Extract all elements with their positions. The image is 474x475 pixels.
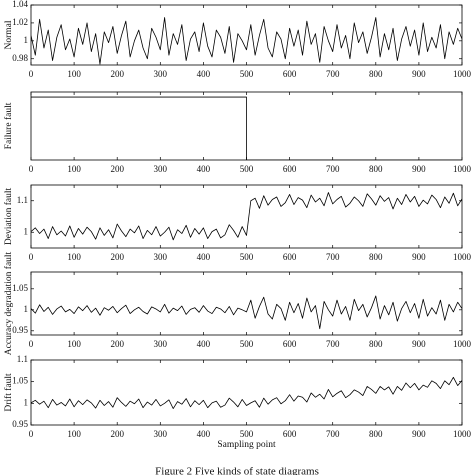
x-tick-label: 500 <box>240 339 254 349</box>
x-tick-label: 700 <box>326 252 340 262</box>
x-tick-label: 500 <box>240 69 254 79</box>
x-tick-label: 900 <box>412 69 426 79</box>
x-tick-label: 500 <box>240 164 254 174</box>
y-axis-label: Normal <box>4 20 14 49</box>
plot-area <box>31 17 462 65</box>
y-tick-label: 1 <box>24 304 29 314</box>
x-tick-label: 300 <box>154 164 168 174</box>
x-tick-label: 100 <box>67 69 81 79</box>
x-tick-label: 100 <box>67 164 81 174</box>
plot-area <box>31 192 462 241</box>
x-tick-label: 700 <box>326 164 340 174</box>
x-tick-label: 100 <box>67 252 81 262</box>
y-tick-label: 1.1 <box>17 354 28 364</box>
x-tick-label: 200 <box>110 69 124 79</box>
x-tick-label: 0 <box>29 429 34 439</box>
x-tick-label: 800 <box>369 339 383 349</box>
x-tick-label: 400 <box>197 252 211 262</box>
x-tick-label: 500 <box>240 252 254 262</box>
y-tick-label: 1 <box>24 397 29 407</box>
x-tick-label: 400 <box>197 429 211 439</box>
x-tick-label: 1000 <box>453 429 472 439</box>
axes-box <box>30 359 463 426</box>
y-axis-label: Drift fault <box>3 373 14 412</box>
x-tick-label: 700 <box>326 339 340 349</box>
y-tick-label: 1 <box>24 35 29 45</box>
x-tick-label: 0 <box>29 164 34 174</box>
x-tick-label: 800 <box>369 69 383 79</box>
x-tick-label: 400 <box>197 69 211 79</box>
x-tick-label: 300 <box>154 69 168 79</box>
y-tick-label: 0.98 <box>12 53 28 63</box>
x-tick-label: 400 <box>197 164 211 174</box>
x-tick-label: 600 <box>283 252 297 262</box>
y-axis-label: Accuracy degradation fault <box>3 251 14 355</box>
x-tick-label: 900 <box>412 429 426 439</box>
x-tick-label: 600 <box>283 339 297 349</box>
x-tick-label: 100 <box>67 339 81 349</box>
data-line <box>31 295 462 330</box>
plot-area <box>31 376 462 409</box>
x-tick-label: 500 <box>240 429 254 439</box>
panel: 0 100 200 300 400 500 600 700 800 900 1000 Failure … <box>3 91 472 174</box>
x-tick-label: 600 <box>283 429 297 439</box>
x-tick-label: 0 <box>29 69 34 79</box>
x-tick-label: 800 <box>369 252 383 262</box>
x-tick-label: 900 <box>412 164 426 174</box>
y-tick-label: 1 <box>24 226 29 236</box>
y-tick-label: 1.1 <box>17 195 28 205</box>
x-tick-label: 200 <box>110 339 124 349</box>
plot-area <box>31 295 462 330</box>
x-tick-label: 0 <box>29 339 34 349</box>
x-tick-label: 1000 <box>453 252 472 262</box>
x-tick-label: 1000 <box>453 164 472 174</box>
y-tick-label: 0.95 <box>12 419 28 429</box>
data-line <box>31 376 462 409</box>
x-tick-label: 700 <box>326 69 340 79</box>
x-tick-label: 900 <box>412 252 426 262</box>
x-tick-label: 100 <box>67 429 81 439</box>
x-tick-label: 0 <box>29 252 34 262</box>
x-tick-label: 800 <box>369 164 383 174</box>
x-tick-label: 900 <box>412 339 426 349</box>
x-tick-label: 200 <box>110 164 124 174</box>
x-tick-label: 1000 <box>453 339 472 349</box>
data-line <box>31 17 462 65</box>
x-tick-label: 300 <box>154 339 168 349</box>
x-tick-label: 300 <box>154 252 168 262</box>
data-line <box>31 192 462 241</box>
x-tick-label: 600 <box>283 164 297 174</box>
x-tick-label: 700 <box>326 429 340 439</box>
x-axis-label: Sampling point <box>217 440 276 450</box>
panel: 0 100 200 300 400 500 600 700 800 900 10000.9511.0… <box>3 251 471 355</box>
y-tick-label: 1.02 <box>12 17 28 27</box>
y-axis-label: Deviation fault <box>3 188 14 246</box>
y-axis-label: Failure fault <box>3 102 14 149</box>
axes-box <box>30 271 463 336</box>
plot-area <box>31 96 462 160</box>
x-tick-label: 800 <box>369 429 383 439</box>
x-tick-label: 300 <box>154 429 168 439</box>
x-tick-label: 400 <box>197 339 211 349</box>
x-tick-label: 200 <box>110 252 124 262</box>
y-tick-label: 1.04 <box>12 0 28 9</box>
y-tick-label: 0.95 <box>12 325 28 335</box>
y-tick-label: 1.05 <box>12 376 28 386</box>
x-tick-label: 600 <box>283 69 297 79</box>
panel: 0 100 200 300 400 500 600 700 800 900 1000 0.98 1 1.0… <box>4 0 471 79</box>
panel: 0 100 200 300 400 500 600 700 800 900 1000 0.95 1 1.0… <box>3 354 471 450</box>
data-line <box>31 96 462 160</box>
y-tick-label: 1.05 <box>12 283 28 293</box>
x-tick-label: 1000 <box>453 69 472 79</box>
panel: 0 100 200 300 400 500 600 700 800 900 1000 1 1.1Devi… <box>3 184 472 262</box>
caption: Figure 2 Five kinds of state diagrams <box>155 466 319 475</box>
x-tick-label: 200 <box>110 429 124 439</box>
